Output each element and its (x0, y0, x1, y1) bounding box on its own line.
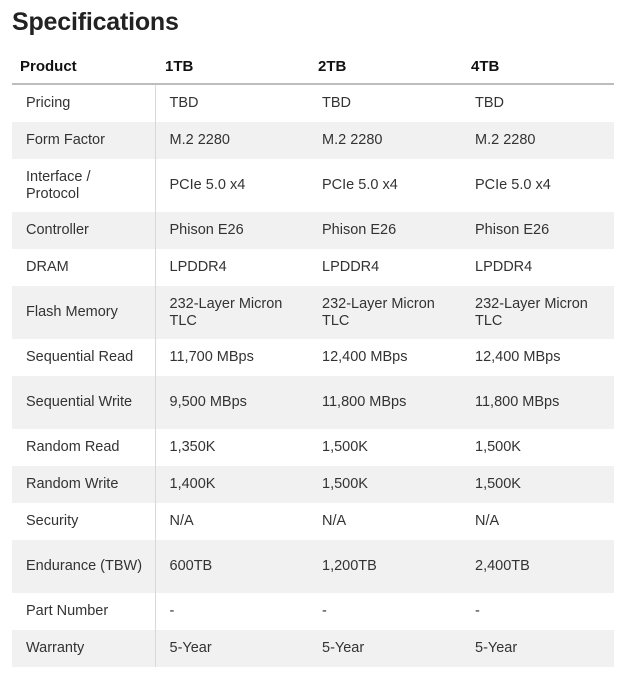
cell-2tb: N/A (308, 503, 461, 540)
column-header-product: Product (12, 50, 155, 85)
cell-4tb: TBD (461, 84, 614, 122)
cell-4tb: 5-Year (461, 630, 614, 667)
cell-4tb: 232-Layer Micron TLC (461, 286, 614, 339)
row-label: Form Factor (12, 122, 156, 159)
cell-1tb: 1,350K (155, 429, 308, 466)
table-row: Controller Phison E26 Phison E26 Phison … (12, 212, 614, 249)
cell-2tb: 1,200TB (308, 540, 461, 593)
row-label: Security (12, 503, 156, 540)
table-row: Sequential Write 9,500 MBps 11,800 MBps … (12, 376, 614, 429)
row-label: Random Write (12, 466, 156, 503)
cell-1tb: - (155, 593, 308, 630)
cell-2tb: LPDDR4 (308, 249, 461, 286)
cell-1tb: 232-Layer Micron TLC (155, 286, 308, 339)
cell-2tb: 11,800 MBps (308, 376, 461, 429)
table-row: Flash Memory 232-Layer Micron TLC 232-La… (12, 286, 614, 339)
row-label: Controller (12, 212, 156, 249)
table-row: Random Write 1,400K 1,500K 1,500K (12, 466, 614, 503)
cell-1tb: TBD (155, 84, 308, 122)
cell-1tb: PCIe 5.0 x4 (155, 159, 308, 212)
cell-4tb: 1,500K (461, 429, 614, 466)
cell-4tb: PCIe 5.0 x4 (461, 159, 614, 212)
row-label: DRAM (12, 249, 156, 286)
table-row: Random Read 1,350K 1,500K 1,500K (12, 429, 614, 466)
table-row: Pricing TBD TBD TBD (12, 84, 614, 122)
row-label: Endurance (TBW) (12, 540, 156, 593)
row-label: Interface / Protocol (12, 159, 156, 212)
cell-2tb: TBD (308, 84, 461, 122)
table-row: Interface / Protocol PCIe 5.0 x4 PCIe 5.… (12, 159, 614, 212)
cell-4tb: - (461, 593, 614, 630)
table-row: Warranty 5-Year 5-Year 5-Year (12, 630, 614, 667)
cell-2tb: PCIe 5.0 x4 (308, 159, 461, 212)
cell-1tb: M.2 2280 (155, 122, 308, 159)
table-row: Security N/A N/A N/A (12, 503, 614, 540)
specifications-table: Product 1TB 2TB 4TB Pricing TBD TBD TBD … (12, 50, 614, 667)
table-row: Part Number - - - (12, 593, 614, 630)
table-row: Form Factor M.2 2280 M.2 2280 M.2 2280 (12, 122, 614, 159)
cell-4tb: 11,800 MBps (461, 376, 614, 429)
column-header-2tb: 2TB (308, 50, 461, 85)
column-header-4tb: 4TB (461, 50, 614, 85)
row-label: Pricing (12, 84, 156, 122)
row-label: Sequential Read (12, 339, 156, 376)
cell-2tb: 5-Year (308, 630, 461, 667)
cell-2tb: 1,500K (308, 429, 461, 466)
row-label: Flash Memory (12, 286, 156, 339)
cell-1tb: 11,700 MBps (155, 339, 308, 376)
cell-1tb: 1,400K (155, 466, 308, 503)
cell-2tb: - (308, 593, 461, 630)
row-label: Sequential Write (12, 376, 156, 429)
cell-4tb: M.2 2280 (461, 122, 614, 159)
cell-1tb: 5-Year (155, 630, 308, 667)
table-row: DRAM LPDDR4 LPDDR4 LPDDR4 (12, 249, 614, 286)
cell-4tb: N/A (461, 503, 614, 540)
cell-1tb: 600TB (155, 540, 308, 593)
cell-1tb: 9,500 MBps (155, 376, 308, 429)
cell-4tb: 2,400TB (461, 540, 614, 593)
row-label: Random Read (12, 429, 156, 466)
cell-1tb: N/A (155, 503, 308, 540)
cell-4tb: 12,400 MBps (461, 339, 614, 376)
cell-4tb: Phison E26 (461, 212, 614, 249)
cell-2tb: M.2 2280 (308, 122, 461, 159)
row-label: Part Number (12, 593, 156, 630)
cell-2tb: 232-Layer Micron TLC (308, 286, 461, 339)
cell-1tb: LPDDR4 (155, 249, 308, 286)
table-row: Sequential Read 11,700 MBps 12,400 MBps … (12, 339, 614, 376)
row-label: Warranty (12, 630, 156, 667)
cell-2tb: 12,400 MBps (308, 339, 461, 376)
column-header-1tb: 1TB (155, 50, 308, 85)
cell-4tb: 1,500K (461, 466, 614, 503)
page-title: Specifications (12, 8, 179, 36)
cell-1tb: Phison E26 (155, 212, 308, 249)
cell-2tb: 1,500K (308, 466, 461, 503)
table-row: Endurance (TBW) 600TB 1,200TB 2,400TB (12, 540, 614, 593)
cell-2tb: Phison E26 (308, 212, 461, 249)
cell-4tb: LPDDR4 (461, 249, 614, 286)
table-header-row: Product 1TB 2TB 4TB (12, 50, 614, 85)
